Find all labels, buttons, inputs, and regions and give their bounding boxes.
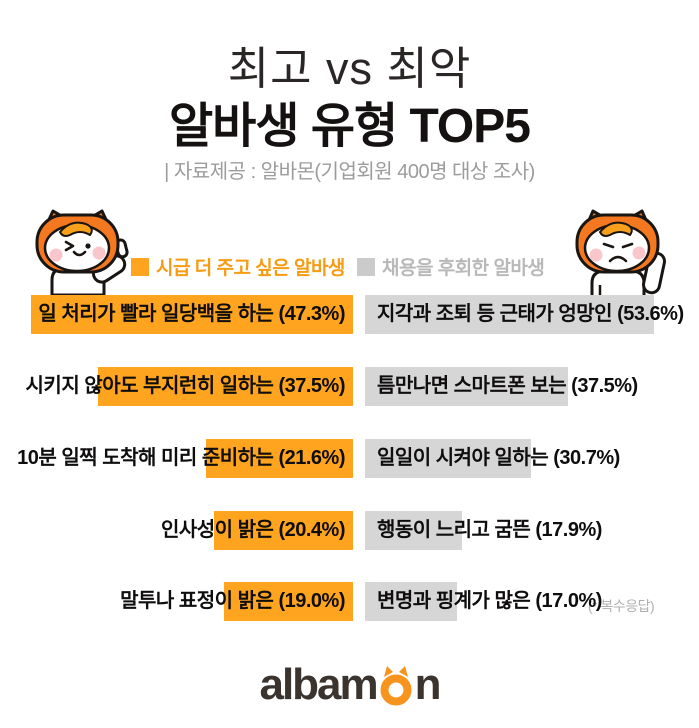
subtitle-source: | 자료제공 : 알바몬(기업회원 400명 대상 조사) [164,161,535,183]
bar-best-label-4: 인사성이 밝은 (20.4%) [160,519,346,541]
bar-worst-5 [365,582,457,621]
title-line1: 최고 vs 최악 [227,43,472,94]
bar-worst-1 [365,295,654,334]
bar-best-5 [224,582,353,621]
albamon-logo: albam n [0,660,699,710]
legend-best-label: 시급 더 주고 싶은 알바생 [156,258,345,279]
bar-best-2 [98,367,353,406]
bar-worst-label-5: 변명과 핑계가 많은 (17.0%) [377,590,602,612]
bar-worst-4 [365,511,462,550]
bar-best-label-1: 일 처리가 빨라 일당백을 하는 (47.3%) [38,303,345,325]
bar-best-4 [214,511,353,550]
bar-worst-label-4: 행동이 느리고 굼뜬 (17.9%) [377,519,602,541]
multi-response-note: (* 복수응답) [588,598,655,614]
happy-cat-mascot [22,208,134,295]
legend-best: 시급 더 주고 싶은 알바생 [131,253,345,280]
bar-worst-label-3: 일일이 시켜야 일하는 (30.7%) [377,447,620,469]
bar-best-label-3: 10분 일찍 도착해 미리 준비하는 (21.6%) [17,447,345,469]
happy-cat-thumbs-up-icon [35,209,129,295]
legend-worst-swatch-icon [357,257,375,276]
legend-best-swatch-icon [131,257,149,276]
title-line2: 알바생 유형 TOP5 [169,100,531,153]
logo-text-prefix: albam [259,660,378,709]
bar-best-label-2: 시키지 않아도 부지런히 일하는 (37.5%) [25,375,346,397]
bar-worst-3 [365,439,531,478]
logo-cat-o-icon [380,666,412,706]
bar-worst-label-2: 틈만나면 스마트폰 보는 (37.5%) [377,375,638,397]
sad-cat-icon [575,209,666,300]
bar-best-3 [206,439,353,478]
logo-text-suffix: n [414,660,442,709]
legend-worst-label: 채용을 후회한 알바생 [382,258,545,279]
bar-worst-2 [365,367,568,406]
legend-worst: 채용을 후회한 알바생 [357,253,545,280]
bar-worst-label-1: 지각과 조퇴 등 근태가 엉망인 (53.6%) [377,303,684,325]
bar-best-label-5: 말투나 표정이 밝은 (19.0%) [120,590,345,612]
bar-best-1 [31,295,353,334]
sad-cat-mascot [560,205,678,300]
